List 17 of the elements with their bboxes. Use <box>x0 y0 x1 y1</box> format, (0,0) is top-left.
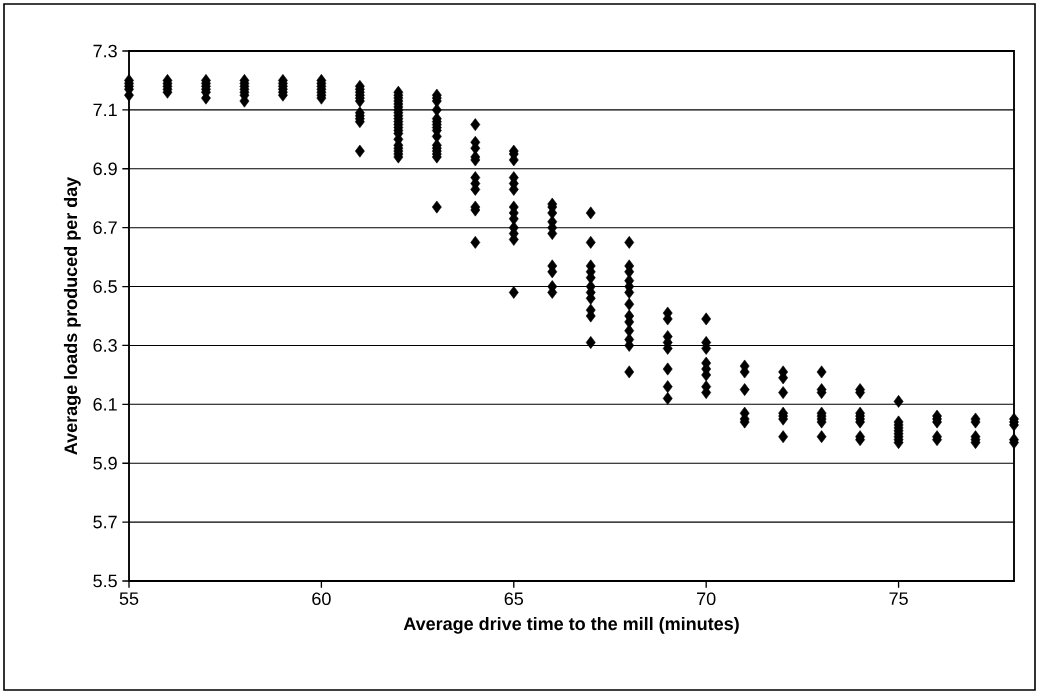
y-tick-label: 7.3 <box>93 44 117 58</box>
y-tick-label: 5.7 <box>93 515 117 529</box>
x-tick-label: 55 <box>119 592 139 605</box>
x-tick-label: 60 <box>312 592 331 606</box>
x-axis-title: Average drive time to the mill (minutes) <box>403 616 739 634</box>
y-tick-label: 6.1 <box>93 397 117 411</box>
x-tick-label: 75 <box>889 592 908 605</box>
y-tick-label: 6.5 <box>93 280 117 293</box>
y-tick-label: 6.9 <box>93 162 117 176</box>
x-tick-label: 70 <box>697 592 716 606</box>
y-tick-label: 6.7 <box>93 221 117 235</box>
y-tick-label: 5.9 <box>93 456 117 470</box>
y-tick-label: 7.1 <box>93 103 117 117</box>
y-tick-label: 6.3 <box>93 339 117 352</box>
x-tick-label: 65 <box>504 592 524 606</box>
y-axis-title: Average loads produced per day <box>63 176 81 455</box>
y-tick-label: 5.5 <box>93 574 117 588</box>
